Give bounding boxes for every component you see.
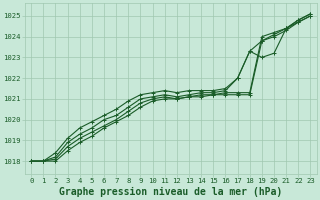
X-axis label: Graphe pression niveau de la mer (hPa): Graphe pression niveau de la mer (hPa) <box>59 186 283 197</box>
